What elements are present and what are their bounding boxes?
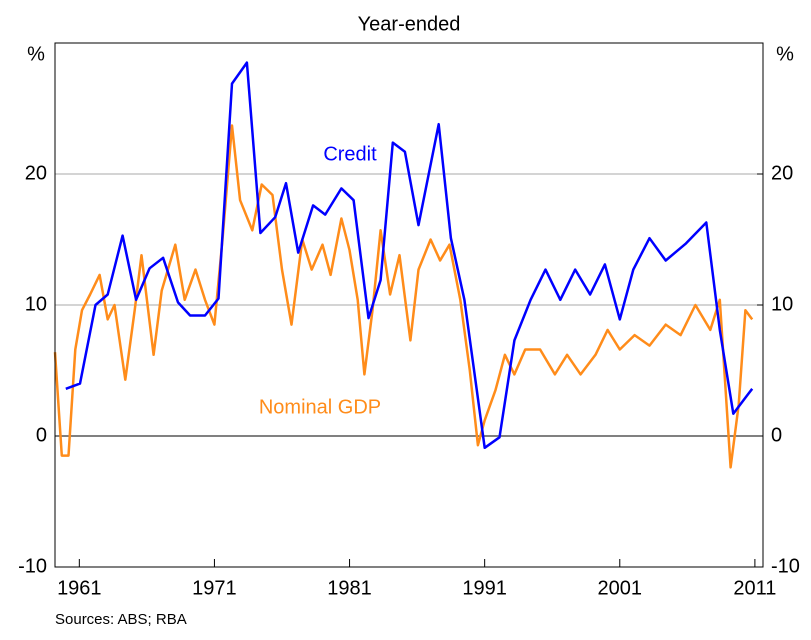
y2-axis-label: % xyxy=(776,43,794,65)
chart-title: Year-ended xyxy=(358,13,461,35)
y-tick-label: 20 xyxy=(25,162,47,184)
series-label: Credit xyxy=(323,143,377,165)
series-line xyxy=(53,124,754,469)
series-label: Nominal GDP xyxy=(259,396,381,418)
x-tick-label: 1981 xyxy=(327,577,372,599)
x-tick-label: 2001 xyxy=(598,577,643,599)
y2-tick-label: -10 xyxy=(771,555,800,577)
source-note: Sources: ABS; RBA xyxy=(55,611,187,628)
x-tick-label: 1971 xyxy=(192,577,237,599)
plot-frame xyxy=(54,42,764,568)
y-tick-label: 0 xyxy=(36,424,47,446)
y2-tick-label: 10 xyxy=(771,293,793,315)
x-tick-label: 2011 xyxy=(733,577,776,599)
x-tick-label: 1961 xyxy=(57,577,102,599)
y-tick-label: -10 xyxy=(18,555,47,577)
y2-tick-label: 20 xyxy=(771,162,793,184)
x-tick-label: 1991 xyxy=(462,577,507,599)
y-axis-label: % xyxy=(27,43,45,65)
y2-tick-label: 0 xyxy=(771,424,782,446)
y-tick-label: 10 xyxy=(25,293,47,315)
series-line xyxy=(65,61,754,450)
